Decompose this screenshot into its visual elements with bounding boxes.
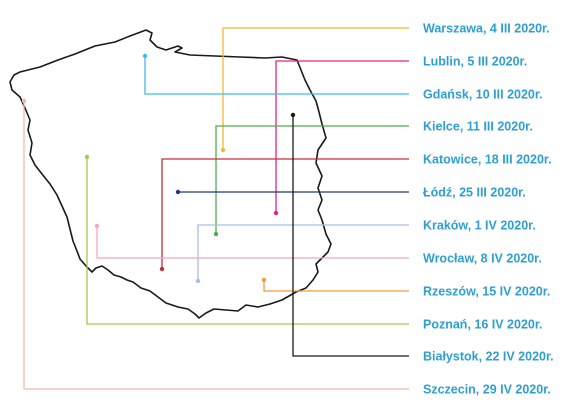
- leader-line-kielce: [215, 125, 409, 234]
- city-marker-warszawa: [220, 147, 226, 153]
- city-marker-gdansk: [142, 53, 148, 59]
- city-label-krakow: Kraków, 1 IV 2020r.: [423, 219, 536, 233]
- leader-line-rzeszow: [263, 280, 409, 292]
- leader-line-poznan: [86, 157, 409, 325]
- leader-line-krakow: [197, 224, 409, 281]
- leader-line-warszawa: [222, 27, 409, 150]
- city-label-warszawa: Warszawa, 4 III 2020r.: [423, 22, 550, 36]
- leader-line-lublin: [275, 60, 409, 213]
- city-label-wroclaw: Wrocław, 8 IV 2020r.: [423, 252, 542, 266]
- city-label-kielce: Kielce, 11 III 2020r.: [423, 120, 533, 134]
- city-label-rzeszow: Rzeszów, 15 IV 2020r.: [423, 285, 550, 299]
- city-marker-poznan: [84, 154, 90, 160]
- leader-line-gdansk: [144, 56, 409, 95]
- city-marker-wroclaw: [94, 223, 100, 229]
- city-label-szczecin: Szczecin, 29 IV 2020r.: [423, 383, 551, 397]
- city-marker-rzeszow: [261, 277, 267, 283]
- leader-line-wroclaw: [96, 226, 409, 259]
- city-label-gdansk: Gdańsk, 10 III 2020r.: [423, 88, 543, 102]
- leader-line-bialystok: [292, 115, 409, 357]
- city-label-lodz: Łódź, 25 III 2020r.: [423, 186, 526, 200]
- city-label-poznan: Poznań, 16 IV 2020r.: [423, 318, 543, 332]
- city-marker-krakow: [195, 278, 201, 284]
- city-label-katowice: Katowice, 18 III 2020r.: [423, 153, 552, 167]
- city-marker-szczecin: [21, 98, 27, 104]
- city-marker-kielce: [213, 231, 219, 237]
- city-marker-lublin: [273, 210, 279, 216]
- leader-line-szczecin: [23, 101, 409, 390]
- city-label-lublin: Lublin, 5 III 2020r.: [423, 55, 527, 69]
- poland-outline: [9, 29, 332, 319]
- city-marker-katowice: [159, 266, 165, 272]
- city-marker-lodz: [175, 189, 181, 195]
- city-label-bialystok: Białystok, 22 IV 2020r.: [423, 350, 554, 364]
- leader-line-katowice: [161, 158, 409, 269]
- city-marker-bialystok: [290, 112, 296, 118]
